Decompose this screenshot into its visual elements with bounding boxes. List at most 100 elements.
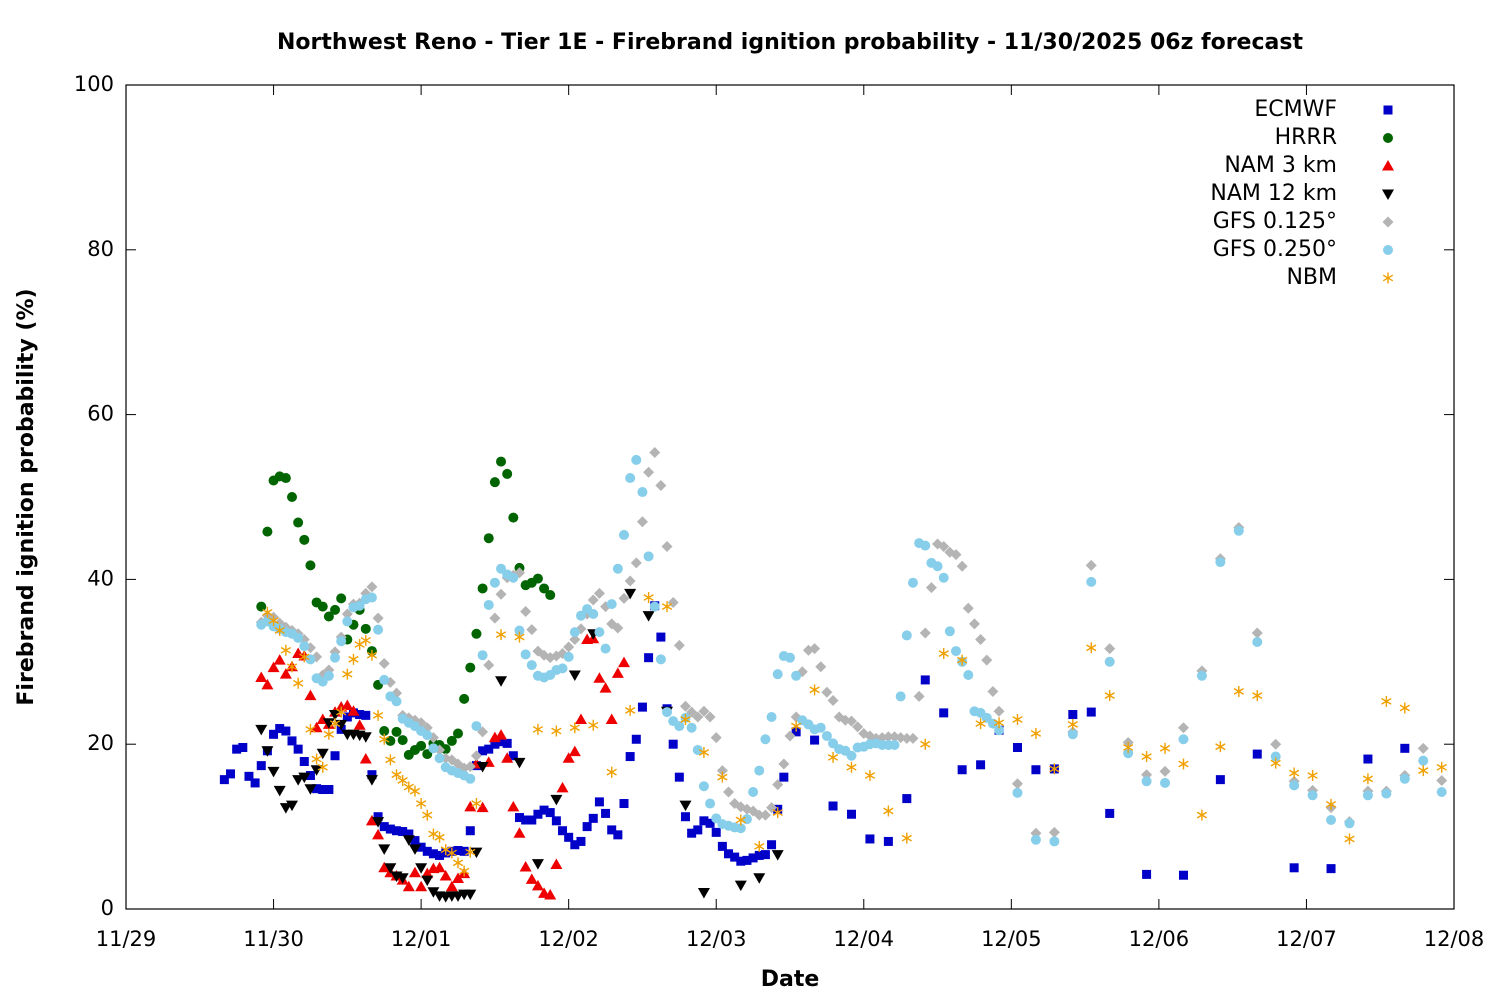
data-point — [1381, 788, 1392, 799]
data-point — [1086, 707, 1096, 717]
data-point — [704, 711, 716, 723]
data-point — [273, 785, 286, 797]
data-point — [372, 709, 384, 721]
data-point — [753, 809, 765, 821]
data-point — [544, 888, 557, 900]
data-point — [459, 693, 470, 704]
data-point — [748, 853, 758, 863]
data-point — [286, 661, 298, 673]
y-tick-label: 60 — [87, 402, 114, 426]
data-point — [693, 825, 703, 835]
data-point — [379, 822, 389, 832]
data-point — [476, 761, 489, 773]
data-point — [606, 599, 617, 610]
data-point — [619, 799, 629, 809]
data-point — [238, 742, 248, 752]
x-axis-label: Date — [761, 967, 820, 992]
data-point — [533, 809, 543, 819]
data-point — [428, 849, 438, 859]
data-point — [477, 583, 488, 594]
data-point — [421, 875, 434, 887]
data-point — [372, 817, 385, 828]
data-point — [378, 844, 391, 855]
data-point — [587, 594, 599, 606]
data-point — [292, 775, 305, 786]
data-point — [1049, 836, 1060, 847]
data-point — [1030, 834, 1041, 845]
data-point — [1363, 754, 1373, 764]
data-point — [588, 719, 599, 731]
data-point — [716, 765, 728, 777]
data-point — [674, 772, 684, 782]
data-point — [341, 608, 353, 620]
data-point — [465, 773, 476, 784]
data-point — [1288, 767, 1300, 779]
data-point — [422, 730, 433, 741]
data-point — [852, 721, 864, 733]
data-point — [656, 632, 666, 642]
x-tick-label: 12/01 — [391, 927, 452, 951]
data-point — [618, 592, 630, 604]
data-point — [226, 769, 236, 779]
data-point — [748, 786, 759, 797]
data-point — [993, 717, 1005, 729]
data-point — [865, 834, 875, 844]
data-point — [507, 800, 520, 812]
data-point — [316, 748, 329, 760]
data-point — [1031, 765, 1041, 775]
data-point — [993, 705, 1005, 717]
data-point — [402, 880, 415, 892]
data-point — [336, 636, 347, 647]
data-point — [827, 751, 839, 763]
data-point — [717, 771, 728, 783]
data-point — [372, 828, 385, 840]
data-point — [496, 737, 506, 747]
data-point — [1344, 833, 1355, 845]
data-point — [385, 754, 396, 766]
data-point — [760, 850, 770, 860]
data-point — [532, 573, 543, 584]
data-point — [261, 678, 274, 690]
data-point — [883, 805, 894, 817]
data-point — [287, 492, 297, 502]
data-point — [661, 540, 673, 552]
data-point — [360, 634, 371, 646]
data-point — [607, 825, 617, 835]
x-tick-label: 12/02 — [538, 927, 599, 951]
x-tick-label: 12/04 — [834, 927, 895, 951]
data-point — [1400, 743, 1410, 753]
data-point — [605, 713, 618, 724]
data-point — [582, 822, 592, 832]
data-point — [1252, 637, 1263, 648]
data-point — [476, 801, 489, 813]
data-point — [687, 828, 697, 838]
data-point — [416, 842, 426, 852]
data-point — [1326, 815, 1337, 826]
data-point — [637, 487, 648, 498]
data-point — [1178, 734, 1189, 745]
data-point — [754, 840, 765, 852]
data-point — [619, 529, 629, 540]
data-point — [433, 861, 446, 873]
data-point — [864, 770, 876, 782]
data-point — [568, 670, 581, 681]
data-point — [778, 758, 790, 770]
data-point — [1417, 742, 1429, 754]
data-point — [281, 726, 291, 736]
legend-marker — [1382, 160, 1394, 171]
data-point — [520, 649, 531, 660]
data-point — [791, 670, 802, 681]
data-point — [396, 873, 409, 884]
data-point — [495, 729, 508, 740]
data-point — [631, 734, 641, 744]
data-point — [568, 745, 581, 757]
data-point — [1049, 763, 1060, 775]
data-point — [698, 705, 710, 717]
data-point — [279, 668, 292, 679]
data-point — [1123, 748, 1134, 759]
data-point — [760, 734, 771, 745]
data-point — [1196, 670, 1207, 681]
data-point — [913, 690, 925, 702]
data-point — [767, 840, 777, 850]
data-point — [846, 750, 857, 761]
